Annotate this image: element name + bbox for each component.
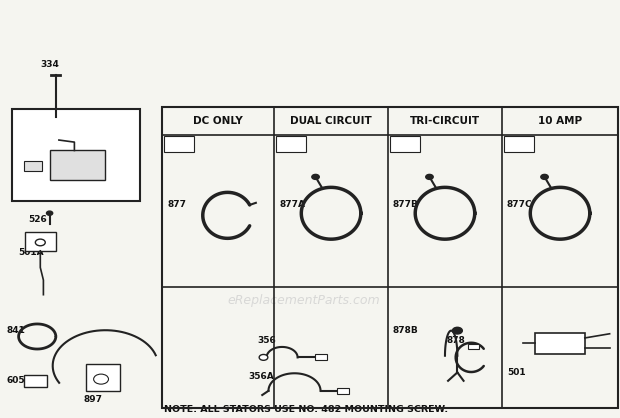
Circle shape	[259, 354, 268, 360]
Text: 356A: 356A	[248, 372, 274, 381]
Circle shape	[46, 211, 53, 215]
Text: 474C: 474C	[507, 140, 532, 149]
Text: 841: 841	[6, 326, 25, 335]
Text: 474A: 474A	[278, 140, 304, 149]
FancyBboxPatch shape	[390, 136, 420, 152]
Text: 334: 334	[40, 60, 59, 69]
Text: 878: 878	[446, 336, 465, 345]
Bar	[535, 333, 585, 354]
Bar	[468, 344, 479, 349]
Text: 877C: 877C	[507, 200, 533, 209]
Text: 877A: 877A	[279, 200, 305, 209]
Circle shape	[35, 239, 45, 246]
Text: 526: 526	[28, 215, 46, 224]
Text: 605: 605	[6, 376, 25, 385]
Text: 333: 333	[15, 184, 35, 194]
Text: 851: 851	[37, 192, 56, 201]
FancyBboxPatch shape	[504, 136, 534, 152]
Text: 474: 474	[167, 140, 186, 149]
Text: 474B: 474B	[392, 140, 418, 149]
Bar	[24, 161, 42, 171]
Text: 877B: 877B	[393, 200, 419, 209]
Text: 501: 501	[507, 368, 526, 377]
Text: TRI-CIRCUIT: TRI-CIRCUIT	[410, 116, 480, 126]
Circle shape	[541, 174, 548, 179]
Bar	[315, 354, 327, 360]
Circle shape	[453, 327, 463, 334]
Text: DC ONLY: DC ONLY	[193, 116, 243, 126]
Bar	[24, 375, 47, 387]
Text: DUAL CIRCUIT: DUAL CIRCUIT	[290, 116, 372, 126]
Text: 897: 897	[84, 395, 103, 404]
Text: 10 AMP: 10 AMP	[538, 116, 582, 126]
Bar	[337, 388, 349, 394]
Text: 877: 877	[167, 200, 187, 209]
Text: 501A: 501A	[19, 248, 44, 257]
Text: 878B: 878B	[393, 326, 418, 335]
Bar	[12, 109, 140, 201]
Circle shape	[312, 174, 319, 179]
Circle shape	[426, 174, 433, 179]
Bar	[25, 232, 56, 251]
Bar	[50, 150, 105, 180]
Text: NOTE: ALL STATORS USE NO. 482 MOUNTING SCREW.: NOTE: ALL STATORS USE NO. 482 MOUNTING S…	[164, 405, 448, 414]
FancyBboxPatch shape	[164, 136, 194, 152]
Bar	[86, 364, 120, 391]
FancyBboxPatch shape	[276, 136, 306, 152]
Circle shape	[94, 374, 108, 384]
Text: 356: 356	[257, 336, 276, 345]
Text: eReplacementParts.com: eReplacementParts.com	[228, 294, 380, 308]
